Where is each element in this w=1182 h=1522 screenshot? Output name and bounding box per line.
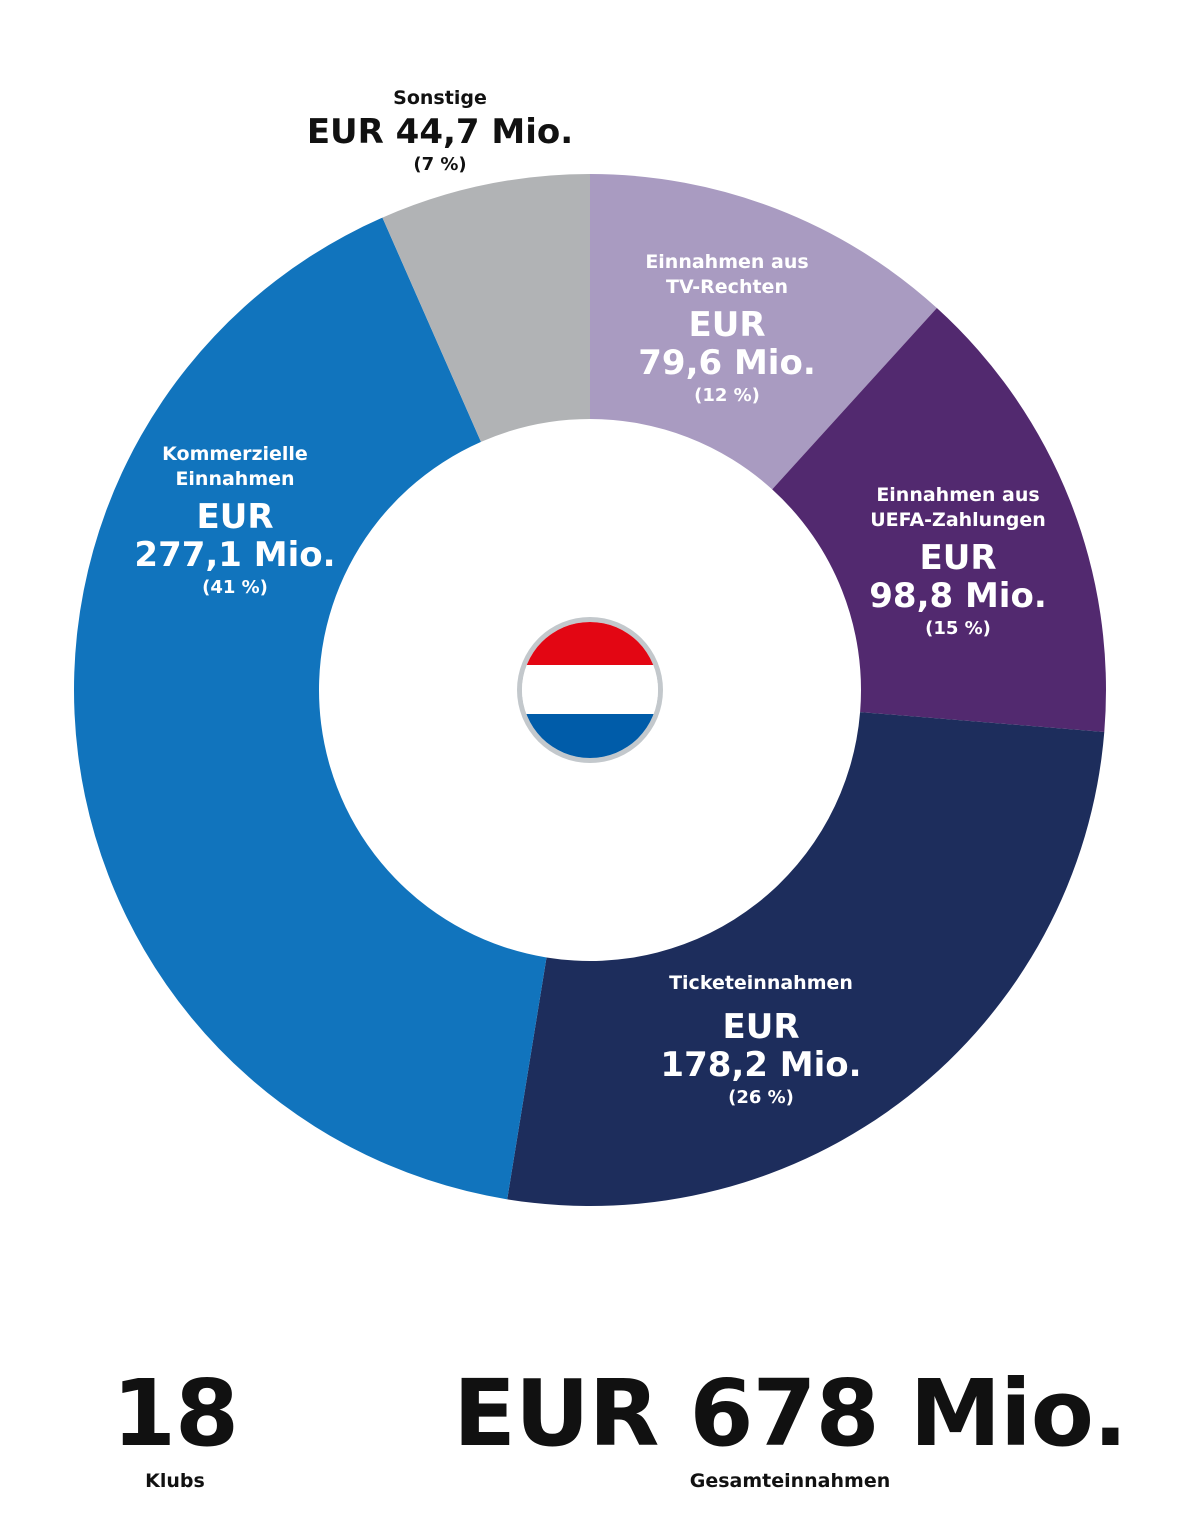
slice-commercial: [74, 217, 547, 1200]
slice-label-commercial: Kommerzielle Einnahmen EUR 277,1 Mio. (4…: [105, 442, 365, 602]
netherlands-flag-icon: [517, 617, 663, 763]
slice-value: 178,2 Mio.: [660, 1045, 862, 1085]
total-revenue-value: EUR 678 Mio.: [453, 1360, 1128, 1467]
category-name: UEFA-Zahlungen: [870, 509, 1046, 531]
slice-other: [382, 174, 590, 442]
flag-stripe-white: [522, 665, 658, 714]
slice-value: EUR: [919, 538, 997, 578]
slice-percent: (41 %): [202, 577, 268, 598]
slice-value: 79,6 Mio.: [638, 343, 816, 383]
slice-tickets: [507, 712, 1105, 1206]
category-name: Ticketeinnahmen: [669, 972, 853, 994]
slice-uefa: [772, 307, 1106, 733]
slice-value: 98,8 Mio.: [869, 576, 1047, 616]
category-name: Einnahmen: [175, 468, 295, 490]
slice-percent: (15 %): [925, 618, 991, 639]
clubs-count: 18: [111, 1360, 239, 1467]
clubs-label: Klubs: [145, 1470, 205, 1492]
slice-tv-rights: [590, 174, 937, 490]
category-name: Einnahmen aus: [876, 484, 1040, 506]
total-revenue-label: Gesamteinnahmen: [689, 1470, 891, 1492]
slice-value: EUR: [722, 1007, 800, 1047]
slice-label-uefa: Einnahmen aus UEFA-Zahlungen EUR 98,8 Mi…: [828, 483, 1088, 643]
slice-percent: (26 %): [728, 1087, 794, 1108]
slice-label-tv-rights: Einnahmen aus TV-Rechten EUR 79,6 Mio. (…: [597, 250, 857, 410]
slice-label-tickets: Ticketeinnahmen EUR 178,2 Mio. (26 %): [631, 971, 891, 1112]
donut-slices: [74, 174, 1106, 1206]
slice-value: EUR: [688, 305, 766, 345]
category-name: Kommerzielle: [162, 443, 308, 465]
total-revenue-stat: EUR 678 Mio. Gesamteinnahmen: [440, 1360, 1140, 1493]
category-name: Sonstige: [393, 87, 487, 109]
clubs-stat: 18 Klubs: [80, 1360, 270, 1493]
category-name: TV-Rechten: [666, 276, 788, 298]
slice-value: EUR 44,7 Mio.: [306, 112, 574, 152]
slice-value: 277,1 Mio.: [134, 535, 336, 575]
category-name: Einnahmen aus: [645, 251, 809, 273]
slice-value: EUR: [196, 497, 274, 537]
slice-label-other: Sonstige EUR 44,7 Mio. (7 %): [240, 86, 640, 179]
slice-percent: (12 %): [694, 385, 760, 406]
slice-percent: (7 %): [413, 154, 467, 175]
